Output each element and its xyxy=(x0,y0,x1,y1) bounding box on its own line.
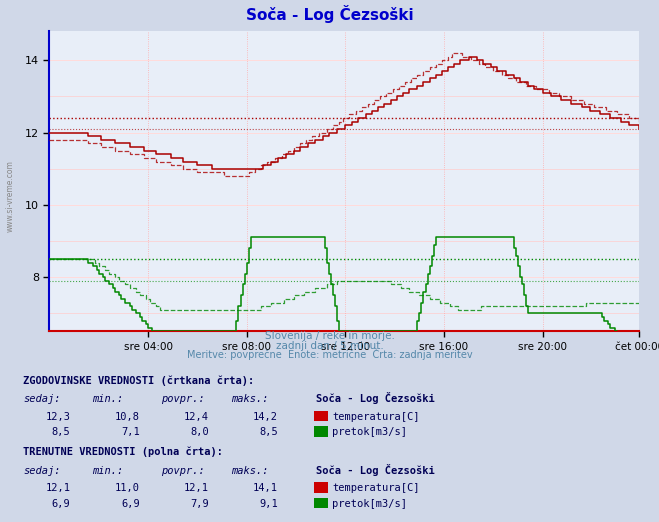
Text: 12,1: 12,1 xyxy=(184,483,209,493)
Text: 8,5: 8,5 xyxy=(260,428,278,437)
Text: Soča - Log Čezsoški: Soča - Log Čezsoški xyxy=(246,5,413,23)
Text: TRENUTNE VREDNOSTI (polna črta):: TRENUTNE VREDNOSTI (polna črta): xyxy=(23,447,223,457)
Text: Soča - Log Čezsoški: Soča - Log Čezsoški xyxy=(316,464,435,476)
Text: zadnji dan / 5 minut.: zadnji dan / 5 minut. xyxy=(275,341,384,351)
Text: Slovenija / reke in morje.: Slovenija / reke in morje. xyxy=(264,331,395,341)
Text: temperatura[C]: temperatura[C] xyxy=(332,483,420,493)
Text: www.si-vreme.com: www.si-vreme.com xyxy=(5,160,14,232)
Text: Soča - Log Čezsoški: Soča - Log Čezsoški xyxy=(316,393,435,405)
Text: 14,1: 14,1 xyxy=(253,483,278,493)
Text: min.:: min.: xyxy=(92,395,123,405)
Text: 6,9: 6,9 xyxy=(121,499,140,509)
Text: pretok[m3/s]: pretok[m3/s] xyxy=(332,428,407,437)
Text: povpr.:: povpr.: xyxy=(161,466,205,476)
Text: 10,8: 10,8 xyxy=(115,412,140,422)
Text: sedaj:: sedaj: xyxy=(23,466,61,476)
Text: temperatura[C]: temperatura[C] xyxy=(332,412,420,422)
Text: 6,9: 6,9 xyxy=(52,499,71,509)
Text: 12,1: 12,1 xyxy=(45,483,71,493)
Text: 9,1: 9,1 xyxy=(260,499,278,509)
Text: 7,1: 7,1 xyxy=(121,428,140,437)
Text: pretok[m3/s]: pretok[m3/s] xyxy=(332,499,407,509)
Text: 8,0: 8,0 xyxy=(190,428,209,437)
Text: sedaj:: sedaj: xyxy=(23,395,61,405)
Text: maks.:: maks.: xyxy=(231,395,268,405)
Text: 7,9: 7,9 xyxy=(190,499,209,509)
Text: min.:: min.: xyxy=(92,466,123,476)
Text: 11,0: 11,0 xyxy=(115,483,140,493)
Text: maks.:: maks.: xyxy=(231,466,268,476)
Text: povpr.:: povpr.: xyxy=(161,395,205,405)
Text: ZGODOVINSKE VREDNOSTI (črtkana črta):: ZGODOVINSKE VREDNOSTI (črtkana črta): xyxy=(23,375,254,386)
Text: 8,5: 8,5 xyxy=(52,428,71,437)
Text: 12,4: 12,4 xyxy=(184,412,209,422)
Text: Meritve: povprečne  Enote: metrične  Črta: zadnja meritev: Meritve: povprečne Enote: metrične Črta:… xyxy=(186,348,473,360)
Text: 14,2: 14,2 xyxy=(253,412,278,422)
Text: 12,3: 12,3 xyxy=(45,412,71,422)
